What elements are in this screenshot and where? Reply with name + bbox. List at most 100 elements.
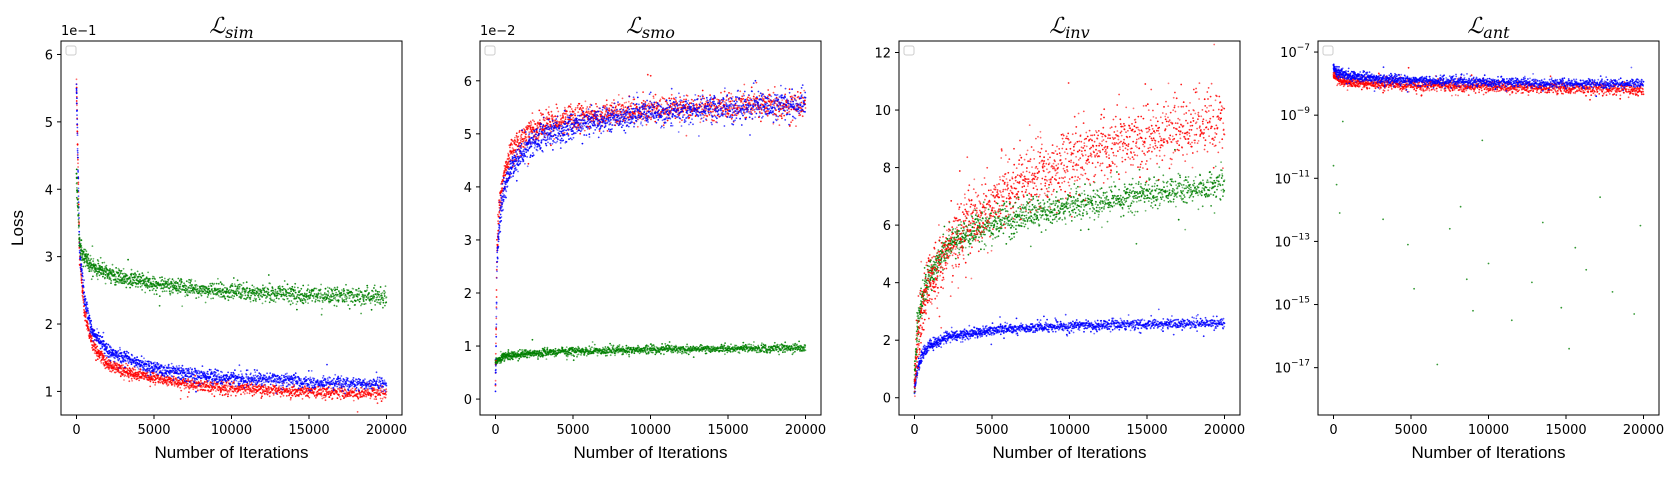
- data-point: [80, 252, 82, 255]
- data-point: [345, 300, 348, 303]
- data-point: [187, 386, 190, 388]
- data-point: [169, 285, 172, 288]
- data-point: [384, 291, 387, 294]
- data-point: [208, 379, 210, 382]
- data-point: [259, 294, 262, 297]
- data-point: [182, 368, 185, 370]
- data-point: [123, 369, 125, 372]
- data-point: [308, 386, 311, 389]
- data-point: [150, 362, 153, 365]
- data-point: [379, 303, 382, 305]
- data-point: [378, 376, 381, 379]
- data-point: [253, 291, 256, 294]
- data-point: [250, 294, 253, 297]
- data-point: [384, 304, 386, 307]
- data-point: [97, 331, 100, 334]
- data-point: [125, 281, 127, 284]
- data-point: [340, 375, 343, 377]
- data-point: [328, 396, 331, 398]
- data-point: [289, 384, 291, 386]
- data-point: [269, 383, 272, 386]
- data-point: [376, 290, 379, 293]
- data-point: [135, 363, 138, 366]
- data-point: [127, 374, 130, 377]
- data-point: [276, 290, 279, 293]
- data-point: [298, 378, 301, 380]
- data-point: [81, 269, 83, 272]
- data-point: [293, 383, 296, 386]
- data-point: [314, 383, 317, 386]
- data-point: [188, 381, 191, 383]
- data-point: [526, 356, 529, 359]
- data-point: [354, 380, 357, 383]
- data-point: [280, 377, 283, 380]
- data-point: [131, 367, 134, 369]
- data-point: [237, 373, 240, 376]
- data-point: [80, 277, 83, 279]
- data-point: [108, 273, 110, 276]
- data-point: [221, 383, 224, 385]
- data-point: [356, 396, 359, 399]
- data-point: [517, 350, 520, 352]
- data-point: [249, 296, 252, 299]
- data-point: [242, 384, 245, 387]
- data-point: [269, 294, 272, 297]
- data-point: [373, 284, 376, 287]
- data-point: [324, 287, 327, 290]
- data-point: [143, 281, 146, 284]
- data-point: [233, 382, 236, 385]
- data-point: [281, 391, 284, 393]
- data-point: [192, 289, 195, 292]
- data-point: [104, 274, 107, 276]
- data-point: [194, 286, 197, 288]
- data-point: [152, 285, 155, 287]
- data-point: [107, 275, 109, 278]
- data-point: [357, 287, 360, 290]
- data-point: [332, 293, 335, 296]
- data-point: [93, 348, 95, 351]
- data-point: [253, 391, 256, 393]
- data-point: [279, 395, 282, 398]
- data-point: [216, 374, 219, 377]
- data-point: [127, 352, 130, 354]
- data-point: [77, 221, 80, 224]
- data-point: [184, 295, 187, 298]
- data-point: [234, 394, 237, 397]
- data-point: [183, 380, 186, 382]
- data-point: [353, 296, 356, 298]
- data-point: [377, 387, 380, 390]
- data-point: [361, 395, 364, 398]
- data-point: [284, 294, 286, 297]
- data-point: [264, 286, 267, 289]
- data-point: [319, 292, 322, 295]
- data-point: [347, 289, 350, 292]
- data-point: [246, 369, 249, 371]
- data-point: [179, 285, 182, 288]
- data-point: [313, 391, 316, 393]
- data-point: [100, 350, 103, 353]
- data-point: [188, 391, 190, 393]
- data-point: [220, 390, 223, 392]
- data-point: [319, 288, 322, 291]
- data-point: [137, 286, 139, 288]
- data-point: [513, 351, 516, 353]
- data-point: [140, 363, 143, 366]
- data-point: [89, 332, 91, 335]
- data-point: [103, 355, 106, 357]
- data-point: [231, 285, 234, 287]
- data-point: [84, 295, 86, 298]
- data-point: [151, 277, 154, 280]
- data-point: [381, 296, 384, 299]
- data-point: [98, 337, 101, 340]
- data-point: [75, 102, 78, 105]
- data-point: [81, 275, 84, 278]
- data-point: [327, 386, 330, 389]
- data-point: [306, 288, 309, 290]
- data-point: [139, 359, 142, 362]
- data-point: [263, 287, 266, 289]
- data-point: [213, 372, 215, 375]
- data-point: [126, 280, 129, 282]
- data-point: [379, 301, 382, 303]
- data-point: [187, 382, 189, 385]
- data-point: [175, 280, 177, 283]
